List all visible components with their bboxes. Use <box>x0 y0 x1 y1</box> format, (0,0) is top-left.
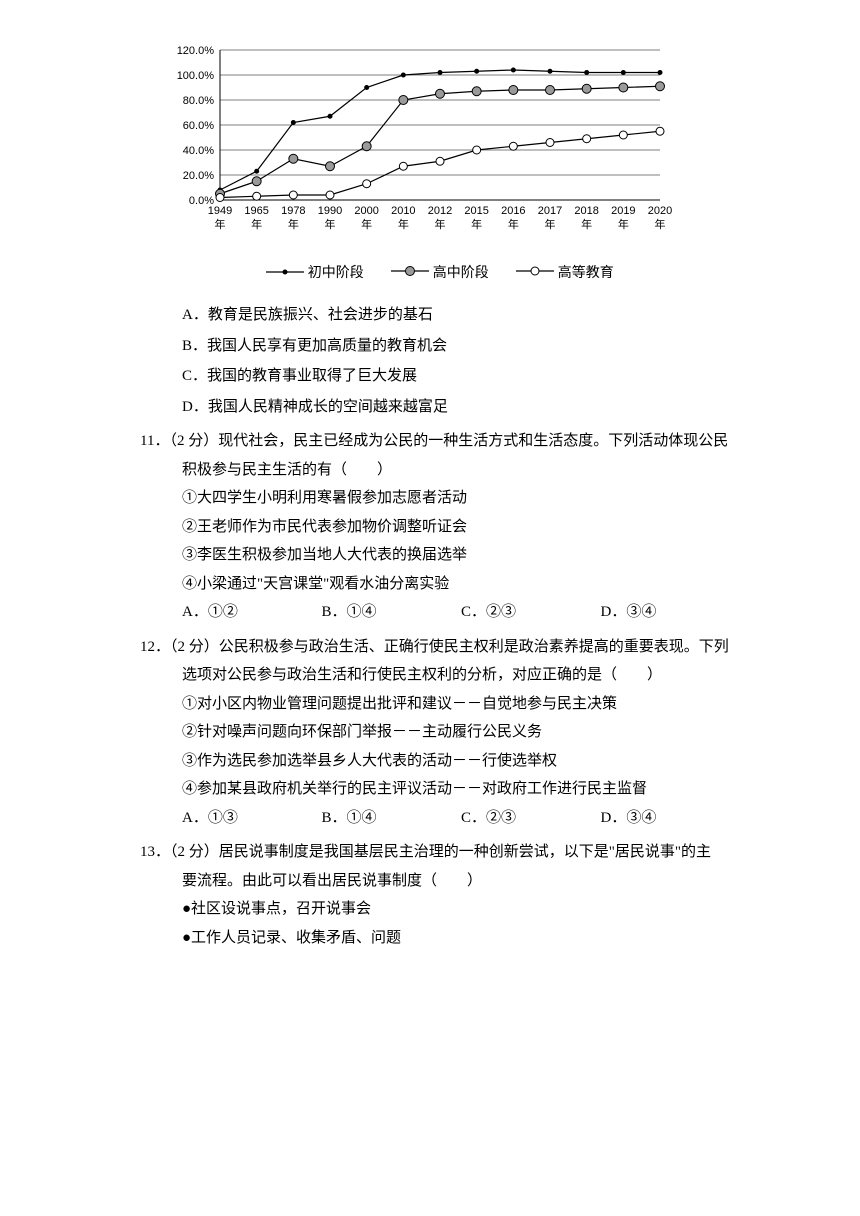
svg-text:年: 年 <box>618 217 629 231</box>
q11-choice-c[interactable]: C．②③ <box>461 598 601 627</box>
q12-stem-1: 12．（2 分）公民积极参与政治生活、正确行使民主权利是政治素养提高的重要表现。… <box>198 633 740 662</box>
svg-text:年: 年 <box>288 217 299 231</box>
option-b[interactable]: B．我国人民享有更加高质量的教育机会 <box>182 332 740 361</box>
q11-statement-3: ③李医生积极参加当地人大代表的换届选举 <box>182 541 740 570</box>
svg-text:1978: 1978 <box>281 205 305 217</box>
q12-choice-a[interactable]: A．①③ <box>182 804 322 833</box>
q12-choices: A．①③ B．①④ C．②③ D．③④ <box>182 804 740 833</box>
question-13: 13．（2 分）居民说事制度是我国基层民主治理的一种创新尝试，以下是"居民说事"… <box>140 838 740 952</box>
q12-statement-4: ④参加某县政府机关举行的民主评议活动－－对政府工作进行民主监督 <box>182 775 740 804</box>
svg-text:年: 年 <box>398 217 409 231</box>
svg-text:2017: 2017 <box>538 205 562 217</box>
svg-text:年: 年 <box>581 217 592 231</box>
q11-choice-b[interactable]: B．①④ <box>322 598 462 627</box>
svg-text:80.0%: 80.0% <box>183 95 214 107</box>
q12-stem-2: 选项对公民参与政治生活和行使民主权利的分析，对应正确的是（ ） <box>182 661 740 690</box>
legend-marker-circle-gray-icon <box>391 265 429 277</box>
legend-marker-dot-icon <box>266 267 304 277</box>
legend-label-2: 高中阶段 <box>433 266 489 281</box>
svg-text:年: 年 <box>325 217 336 231</box>
q13-stem-1: 13．（2 分）居民说事制度是我国基层民主治理的一种创新尝试，以下是"居民说事"… <box>198 838 740 867</box>
q13-bullet-2: ●工作人员记录、收集矛盾、问题 <box>182 924 740 953</box>
option-d[interactable]: D．我国人民精神成长的空间越来越富足 <box>182 393 740 422</box>
q12-choice-d[interactable]: D．③④ <box>601 804 741 833</box>
q12-choice-b[interactable]: B．①④ <box>322 804 462 833</box>
q13-stem-2: 要流程。由此可以看出居民说事制度（ ） <box>182 867 740 896</box>
question-12: 12．（2 分）公民积极参与政治生活、正确行使民主权利是政治素养提高的重要表现。… <box>140 633 740 833</box>
svg-text:年: 年 <box>215 217 226 231</box>
svg-text:2015: 2015 <box>464 205 488 217</box>
svg-text:年: 年 <box>508 217 519 231</box>
q11-choices: A．①② B．①④ C．②③ D．③④ <box>182 598 740 627</box>
legend-item-2: 高中阶段 <box>391 261 489 288</box>
svg-text:2016: 2016 <box>501 205 525 217</box>
legend-label-3: 高等教育 <box>558 266 614 281</box>
svg-text:2010: 2010 <box>391 205 415 217</box>
legend-marker-circle-open-icon <box>516 265 554 277</box>
q12-choice-c[interactable]: C．②③ <box>461 804 601 833</box>
chart-container: 0.0%20.0%40.0%60.0%80.0%100.0%120.0%1949… <box>160 40 740 251</box>
svg-text:年: 年 <box>361 217 372 231</box>
svg-text:2019: 2019 <box>611 205 635 217</box>
svg-text:年: 年 <box>435 217 446 231</box>
chart-legend: 初中阶段 高中阶段 高等教育 <box>140 261 740 288</box>
svg-text:年: 年 <box>655 217 666 231</box>
q12-statement-1: ①对小区内物业管理问题提出批评和建议－－自觉地参与民主决策 <box>182 690 740 719</box>
svg-text:2012: 2012 <box>428 205 452 217</box>
q11-statement-2: ②王老师作为市民代表参加物价调整听证会 <box>182 513 740 542</box>
svg-text:2000: 2000 <box>354 205 378 217</box>
svg-text:1965: 1965 <box>244 205 268 217</box>
legend-label-1: 初中阶段 <box>308 266 364 281</box>
q11-statement-4: ④小梁通过"天宫课堂"观看水油分离实验 <box>182 570 740 599</box>
svg-text:年: 年 <box>545 217 556 231</box>
svg-text:年: 年 <box>251 217 262 231</box>
svg-text:年: 年 <box>471 217 482 231</box>
q13-bullet-1: ●社区设说事点，召开说事会 <box>182 895 740 924</box>
enrollment-chart: 0.0%20.0%40.0%60.0%80.0%100.0%120.0%1949… <box>160 40 680 240</box>
q11-statement-1: ①大四学生小明利用寒暑假参加志愿者活动 <box>182 484 740 513</box>
svg-text:100.0%: 100.0% <box>177 70 215 82</box>
q11-choice-d[interactable]: D．③④ <box>601 598 741 627</box>
legend-item-3: 高等教育 <box>516 261 614 288</box>
q12-statement-3: ③作为选民参加选举县乡人大代表的活动－－行使选举权 <box>182 747 740 776</box>
q12-statement-2: ②针对噪声问题向环保部门举报－－主动履行公民义务 <box>182 718 740 747</box>
svg-text:2018: 2018 <box>574 205 598 217</box>
q11-choice-a[interactable]: A．①② <box>182 598 322 627</box>
svg-text:20.0%: 20.0% <box>183 170 214 182</box>
q11-stem-1: 11．（2 分）现代社会，民主已经成为公民的一种生活方式和生活态度。下列活动体现… <box>198 427 740 456</box>
svg-text:1949: 1949 <box>208 205 232 217</box>
svg-text:40.0%: 40.0% <box>183 145 214 157</box>
question-11: 11．（2 分）现代社会，民主已经成为公民的一种生活方式和生活态度。下列活动体现… <box>140 427 740 627</box>
option-a[interactable]: A．教育是民族振兴、社会进步的基石 <box>182 301 740 330</box>
q11-stem-2: 积极参与民主生活的有（ ） <box>182 456 740 485</box>
svg-text:60.0%: 60.0% <box>183 120 214 132</box>
svg-text:120.0%: 120.0% <box>177 45 215 57</box>
svg-text:2020: 2020 <box>648 205 672 217</box>
legend-item-1: 初中阶段 <box>266 261 364 288</box>
svg-text:1990: 1990 <box>318 205 342 217</box>
option-c[interactable]: C．我国的教育事业取得了巨大发展 <box>182 362 740 391</box>
